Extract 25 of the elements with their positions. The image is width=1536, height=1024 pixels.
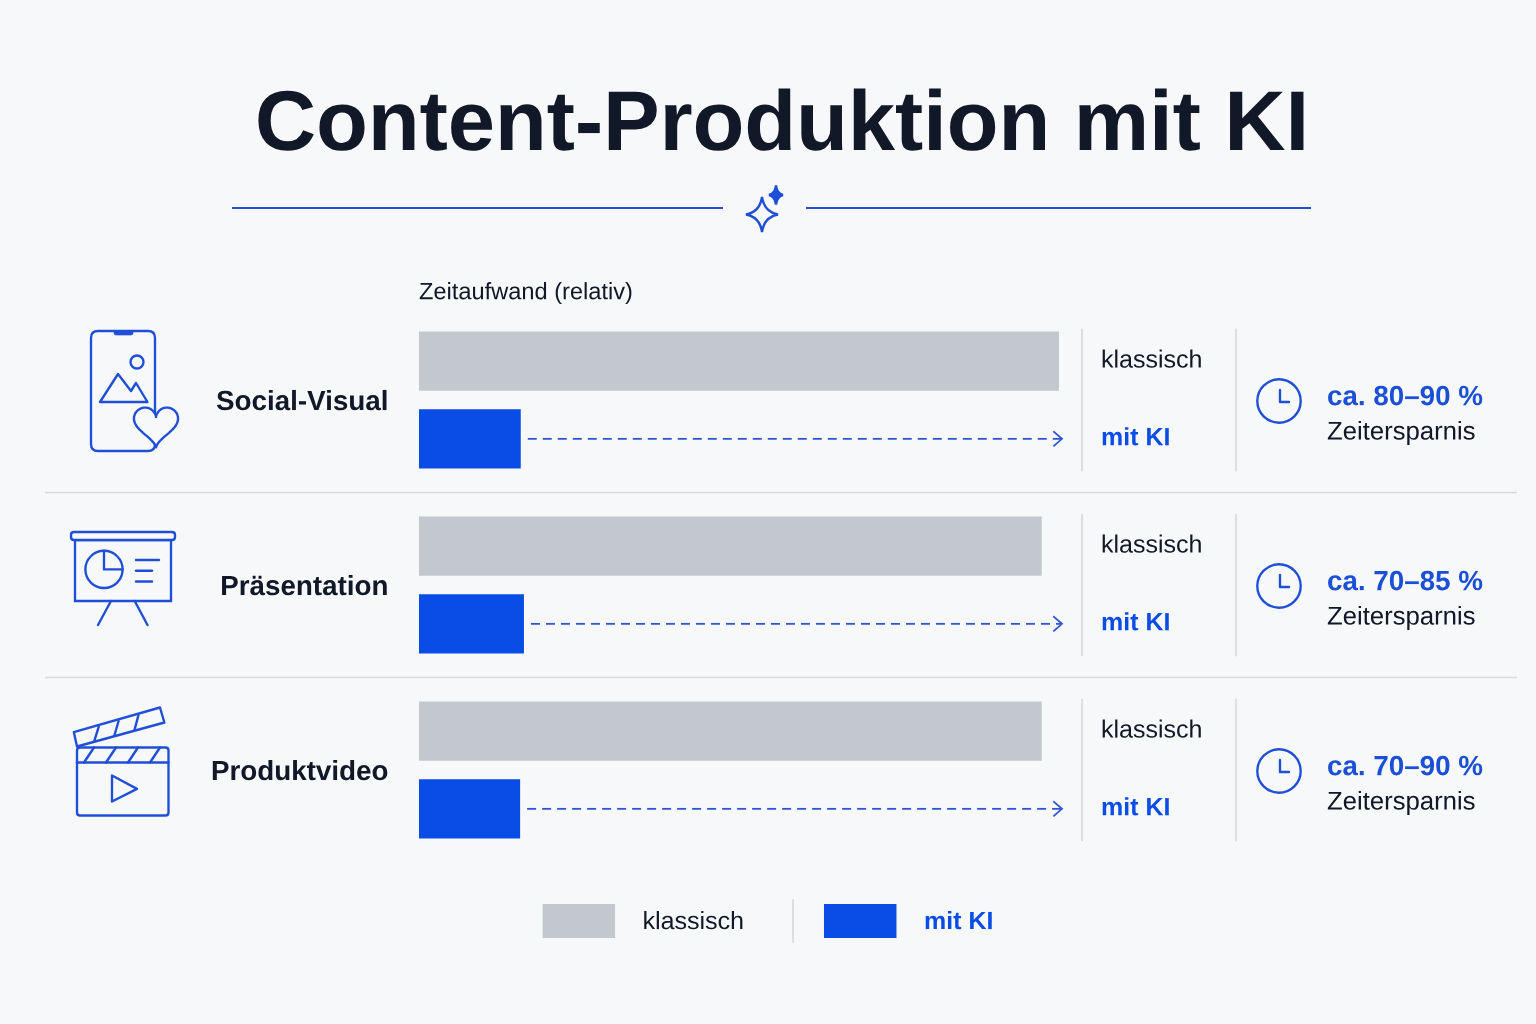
- text: Zeitersparnis: [1327, 420, 1475, 445]
- text: ca. 70–85 %: [1328, 570, 1483, 591]
- text: Zeitersparnis: [1327, 605, 1475, 630]
- bar: [419, 331, 1059, 391]
- y-tick-label: Produktvideo: [212, 759, 388, 781]
- bar: [419, 594, 524, 654]
- bar: [419, 409, 521, 469]
- bar: [419, 516, 1042, 576]
- bar: [419, 701, 1042, 761]
- text: klassisch: [1102, 534, 1201, 553]
- text: mit KI: [1102, 612, 1169, 631]
- text: klassisch: [1102, 719, 1201, 738]
- chart-title: Content-Produktion mit KI: [258, 88, 1304, 151]
- text: klassisch: [1102, 349, 1201, 368]
- text: ca. 80–90 %: [1328, 385, 1483, 406]
- text: ca. 70–90 %: [1328, 755, 1483, 776]
- legend-label: klassisch: [644, 911, 743, 930]
- y-tick-label: Präsentation: [222, 574, 387, 596]
- text: mit KI: [1102, 797, 1169, 816]
- bar: [419, 779, 521, 839]
- legend-label: mit KI: [925, 911, 992, 930]
- y-tick-label: Social-Visual: [216, 389, 387, 411]
- text: Zeitersparnis: [1327, 790, 1475, 815]
- text: mit KI: [1102, 427, 1169, 446]
- x-axis-title: Zeitaufwand (relativ): [419, 282, 632, 305]
